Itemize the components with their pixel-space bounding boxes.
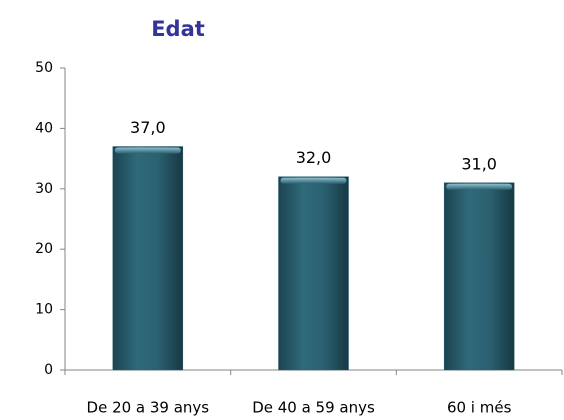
- y-tick-label: 40: [35, 120, 53, 136]
- bar-bevel: [114, 147, 181, 154]
- y-tick-label: 0: [44, 362, 53, 378]
- bar-bevel: [446, 183, 513, 190]
- value-label: 37,0: [130, 118, 166, 137]
- bar: [278, 176, 349, 371]
- x-tick-label: De 40 a 59 anys: [252, 399, 375, 417]
- y-tick-label: 50: [35, 60, 53, 76]
- value-label: 32,0: [296, 148, 332, 167]
- chart-title: Edat: [151, 17, 205, 41]
- bar: [112, 146, 184, 371]
- x-tick-label: 60 i més: [447, 399, 512, 417]
- y-tick-label: 10: [35, 302, 53, 318]
- value-label: 31,0: [461, 154, 497, 173]
- bar: [443, 182, 515, 371]
- x-tick-label: De 20 a 39 anys: [87, 399, 210, 417]
- y-tick-label: 30: [35, 181, 53, 197]
- y-tick-label: 20: [35, 241, 53, 257]
- bar-bevel: [280, 177, 347, 184]
